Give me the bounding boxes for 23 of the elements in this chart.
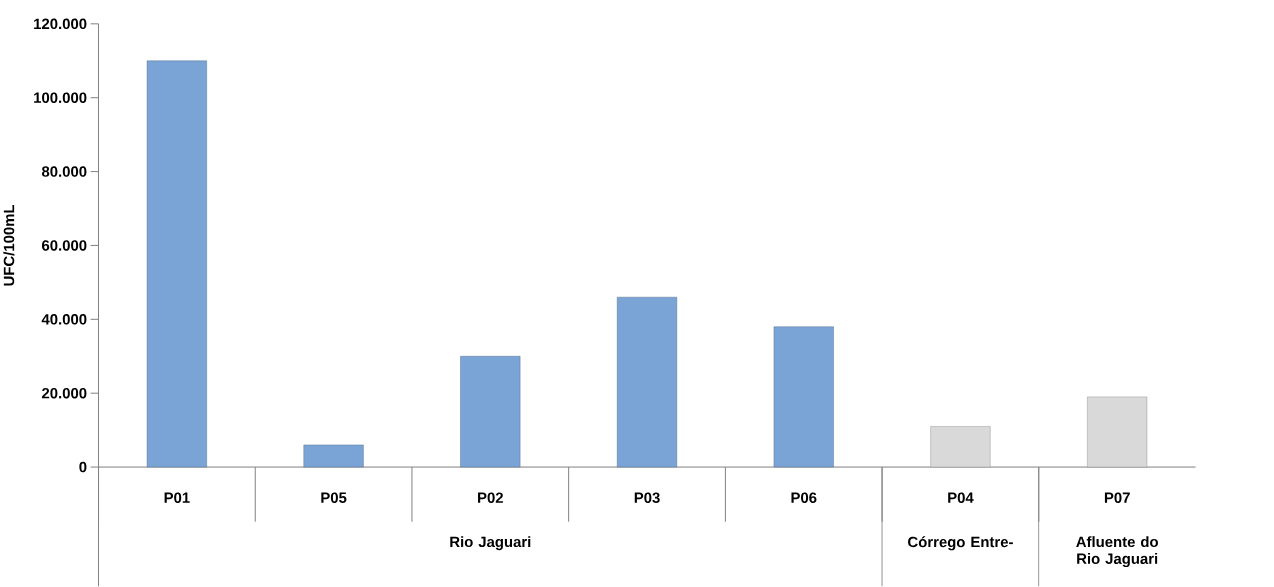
x-tick-label: P06 xyxy=(791,492,817,504)
y-tick-label: 80.000 xyxy=(41,166,87,177)
x-tick-label: P01 xyxy=(164,492,190,504)
y-tick-label: 100.000 xyxy=(34,92,87,104)
text: Rio Jaguari xyxy=(450,536,531,551)
bar xyxy=(617,297,678,468)
x-tick-label: P04 xyxy=(948,492,974,504)
text: Afluente do Rio Jaguari xyxy=(1076,536,1158,568)
bar xyxy=(773,326,834,468)
y-tick-label: 0 xyxy=(79,461,87,473)
bar xyxy=(146,60,207,468)
x-tick-label: P02 xyxy=(478,492,503,504)
y-tick-label: 120.000 xyxy=(34,18,87,30)
bar xyxy=(460,356,521,468)
text: Córrego Entre- xyxy=(908,536,1013,551)
y-axis-title: UFC/100mL xyxy=(3,205,15,286)
y-tick-label: 60.000 xyxy=(42,240,87,251)
x-tick-label: P07 xyxy=(1104,492,1130,504)
x-tick-label: P03 xyxy=(634,492,660,504)
y-tick-label: 40.000 xyxy=(41,314,87,325)
y-tick-label: 20.000 xyxy=(41,388,87,399)
bar xyxy=(303,444,364,468)
x-tick-label: P05 xyxy=(321,492,347,504)
